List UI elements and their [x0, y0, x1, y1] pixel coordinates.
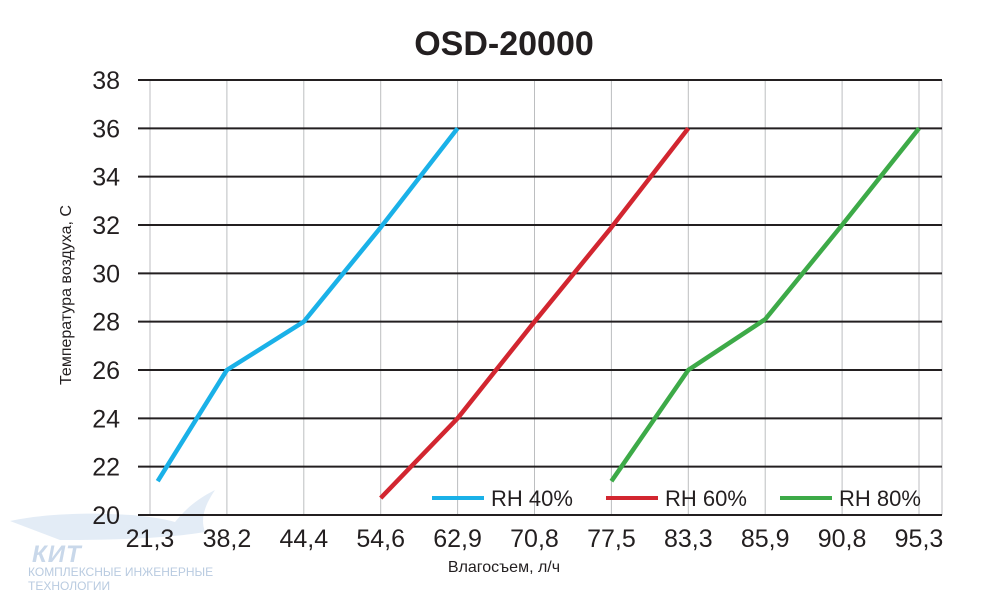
- legend: RH 40% RH 60% RH 80%: [432, 486, 921, 511]
- legend-label: RH 40%: [491, 486, 573, 511]
- series-line: [609, 126, 921, 483]
- logo-swoosh: [10, 490, 215, 540]
- y-tick-label: 32: [92, 212, 120, 240]
- chart-title: OSD-20000: [414, 25, 594, 63]
- x-tick-label: 38,2: [203, 525, 252, 553]
- y-tick-label: 26: [92, 357, 120, 385]
- y-tick-label: 30: [92, 260, 120, 288]
- x-tick-label: 54,6: [356, 525, 405, 553]
- x-tick-label: 77,5: [587, 525, 636, 553]
- y-tick-label: 38: [92, 67, 120, 95]
- y-axis-ticks: 20 22 24 26 28 30 32 34 36 38: [92, 67, 120, 530]
- x-tick-label: 83,3: [664, 525, 713, 553]
- x-tick-label: 90,8: [818, 525, 867, 553]
- x-tick-label: 95,3: [895, 525, 944, 553]
- x-tick-label: 21,3: [126, 525, 175, 553]
- y-axis-label: Температура воздуха, С: [58, 205, 75, 385]
- series-line: [379, 126, 691, 500]
- watermark-logo: КИТ КОМПЛЕКСНЫЕ ИНЖЕНЕРНЫЕ ТЕХНОЛОГИИ: [10, 490, 215, 593]
- x-axis-label: Влагосъем, л/ч: [448, 559, 560, 576]
- y-tick-label: 24: [92, 405, 120, 433]
- x-tick-label: 44,4: [279, 525, 328, 553]
- logo-line2: ТЕХНОЛОГИИ: [28, 579, 110, 593]
- x-tick-label: 85,9: [741, 525, 790, 553]
- grid: [138, 79, 943, 516]
- y-tick-label: 34: [92, 164, 120, 192]
- y-tick-label: 28: [92, 309, 120, 337]
- logo-brand: КИТ: [32, 541, 83, 568]
- legend-label: RH 80%: [839, 486, 921, 511]
- x-tick-label: 70,8: [510, 525, 559, 553]
- legend-label: RH 60%: [665, 486, 747, 511]
- y-tick-label: 22: [92, 454, 120, 482]
- y-tick-label: 36: [92, 115, 120, 143]
- y-tick-label: 20: [92, 502, 120, 530]
- series-lines: [155, 126, 921, 500]
- series-line: [155, 126, 460, 483]
- x-tick-label: 62,9: [433, 525, 482, 553]
- logo-line1: КОМПЛЕКСНЫЕ ИНЖЕНЕРНЫЕ: [28, 565, 213, 579]
- x-axis-ticks: 21,3 38,2 44,4 54,6 62,9 70,8 77,5 83,3 85,9 90,8…: [126, 525, 944, 553]
